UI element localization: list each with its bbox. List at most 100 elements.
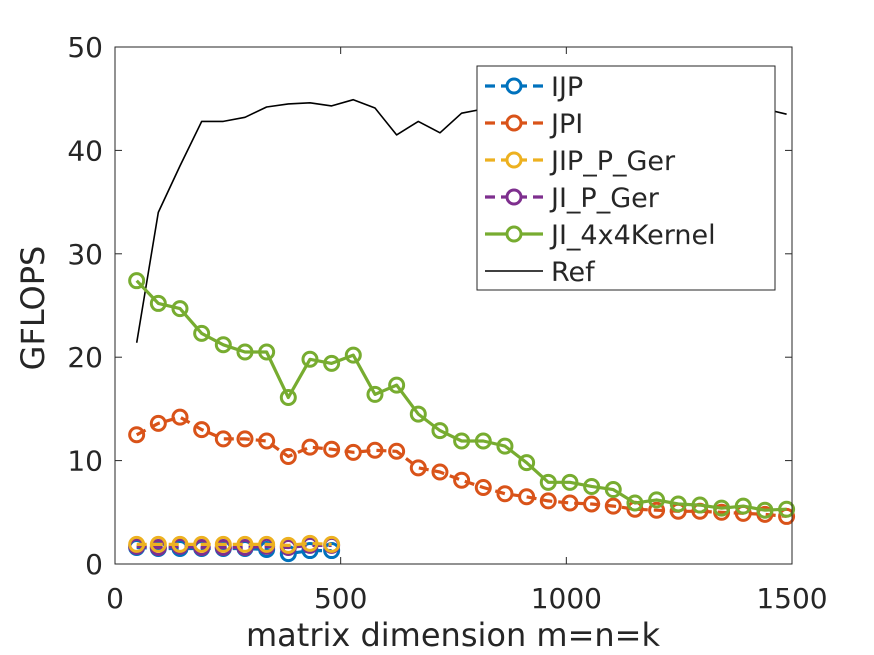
data-point bbox=[669, 495, 687, 513]
data-point bbox=[301, 534, 319, 552]
series-line bbox=[136, 543, 332, 550]
data-point bbox=[518, 454, 536, 472]
data-point bbox=[214, 535, 232, 553]
data-point bbox=[431, 422, 449, 440]
data-point bbox=[409, 459, 427, 477]
data-point bbox=[344, 443, 362, 461]
data-point bbox=[561, 473, 579, 491]
y-tick-label: 30 bbox=[67, 238, 103, 271]
tick-labels: 0 500 1000 1500 0 10 20 30 40 50 bbox=[67, 31, 827, 615]
series-jip-p-ger bbox=[128, 534, 341, 554]
legend: IJP JPI JIP_P_Ger JI_P_Ger JI_4x4Kernel Ref bbox=[476, 65, 776, 291]
data-point bbox=[713, 499, 731, 517]
axes bbox=[114, 46, 793, 565]
data-point bbox=[301, 350, 319, 368]
data-point bbox=[149, 414, 167, 432]
y-tick-label: 20 bbox=[67, 341, 103, 374]
data-point bbox=[366, 441, 384, 459]
data-point bbox=[171, 408, 189, 426]
data-point bbox=[431, 463, 449, 481]
y-tick-label: 50 bbox=[67, 31, 103, 64]
data-point bbox=[236, 535, 254, 553]
legend-box bbox=[476, 65, 776, 291]
data-point bbox=[214, 336, 232, 354]
data-point bbox=[258, 432, 276, 450]
data-point bbox=[323, 354, 341, 372]
data-point bbox=[366, 385, 384, 403]
data-point bbox=[388, 376, 406, 394]
plot-frame bbox=[114, 46, 793, 565]
data-point bbox=[648, 491, 666, 509]
data-point bbox=[258, 343, 276, 361]
y-axis-label: GFLOPS bbox=[14, 246, 52, 371]
legend-marker bbox=[505, 188, 523, 206]
legend-marker bbox=[505, 151, 523, 169]
data-point bbox=[518, 488, 536, 506]
data-point bbox=[539, 473, 557, 491]
data-point bbox=[388, 442, 406, 460]
data-point bbox=[193, 535, 211, 553]
x-axis-label: matrix dimension m=n=k bbox=[246, 616, 661, 654]
data-point bbox=[128, 535, 146, 553]
data-point bbox=[604, 497, 622, 515]
data-point bbox=[301, 542, 319, 560]
data-point bbox=[734, 497, 752, 515]
data-point bbox=[778, 500, 796, 518]
legend-marker bbox=[505, 77, 523, 95]
data-point bbox=[496, 437, 514, 455]
data-point bbox=[128, 426, 146, 444]
x-tick-label: 1500 bbox=[756, 582, 827, 615]
legend-label: JIP_P_Ger bbox=[549, 146, 676, 177]
data-point bbox=[236, 343, 254, 361]
legend-item: JI_P_Ger bbox=[485, 183, 660, 214]
legend-label: Ref bbox=[551, 257, 596, 288]
legend-marker bbox=[505, 114, 523, 132]
series-line bbox=[135, 415, 787, 518]
data-point bbox=[409, 405, 427, 423]
data-point bbox=[453, 432, 471, 450]
data-point bbox=[691, 496, 709, 514]
data-point bbox=[171, 535, 189, 553]
data-point bbox=[279, 447, 297, 465]
data-point bbox=[258, 535, 276, 553]
data-point bbox=[323, 535, 341, 553]
data-point bbox=[453, 471, 471, 489]
series-ji-4x4kernel bbox=[128, 272, 796, 519]
data-point bbox=[236, 430, 254, 448]
plot-series-group bbox=[128, 98, 796, 563]
data-point bbox=[583, 495, 601, 513]
data-point bbox=[149, 294, 167, 312]
data-point bbox=[474, 432, 492, 450]
data-point bbox=[149, 535, 167, 553]
legend-item: IJP bbox=[485, 72, 583, 103]
series-line bbox=[136, 541, 332, 548]
data-point bbox=[539, 492, 557, 510]
data-point bbox=[193, 421, 211, 439]
legend-item: Ref bbox=[485, 257, 596, 288]
legend-marker bbox=[505, 225, 523, 243]
data-point bbox=[604, 481, 622, 499]
data-point bbox=[279, 389, 297, 407]
data-point bbox=[561, 494, 579, 512]
data-point bbox=[496, 485, 514, 503]
data-point bbox=[344, 346, 362, 364]
data-point bbox=[756, 501, 774, 519]
data-point bbox=[583, 477, 601, 495]
data-point bbox=[171, 300, 189, 318]
legend-label: JI_4x4Kernel bbox=[549, 220, 716, 251]
data-point bbox=[128, 272, 146, 290]
data-point bbox=[626, 494, 644, 512]
y-tick-label: 40 bbox=[67, 134, 103, 167]
y-tick-label: 10 bbox=[67, 445, 103, 478]
data-point bbox=[193, 324, 211, 342]
data-point bbox=[648, 501, 666, 519]
y-tick-label: 0 bbox=[85, 548, 103, 581]
legend-label: IJP bbox=[551, 72, 583, 103]
legend-label: JI_P_Ger bbox=[549, 183, 660, 214]
data-point bbox=[214, 430, 232, 448]
legend-item: JPI bbox=[485, 109, 583, 140]
x-tick-label: 500 bbox=[314, 582, 367, 615]
legend-item: JIP_P_Ger bbox=[485, 146, 676, 177]
legend-label: JPI bbox=[549, 109, 583, 140]
